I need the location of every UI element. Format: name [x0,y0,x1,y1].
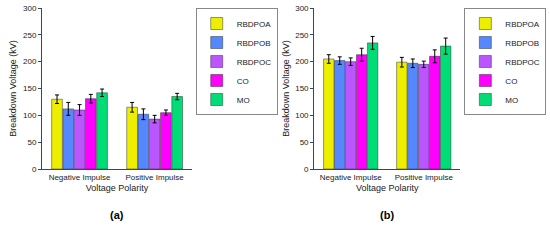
svg-text:150: 150 [23,84,37,93]
svg-text:(a): (a) [110,209,124,221]
svg-text:200: 200 [295,57,309,66]
svg-text:150: 150 [295,84,309,93]
svg-text:RBDPOC: RBDPOC [505,58,539,67]
svg-text:50: 50 [300,138,309,147]
svg-text:RBDPOA: RBDPOA [505,20,539,29]
svg-text:100: 100 [23,111,37,120]
svg-text:0: 0 [32,165,37,174]
svg-text:100: 100 [295,111,309,120]
svg-text:RBDPOA: RBDPOA [237,20,271,29]
svg-text:Positive Impulse: Positive Impulse [395,173,454,182]
svg-text:250: 250 [23,31,37,40]
svg-text:Breakdown Voltage (kV): Breakdown Voltage (kV) [281,40,291,137]
svg-text:(b): (b) [380,209,394,221]
svg-text:Negative Impulse: Negative Impulse [49,173,111,182]
svg-text:250: 250 [295,31,309,40]
svg-text:RBDPOB: RBDPOB [237,39,271,48]
svg-text:300: 300 [295,4,309,13]
svg-text:Breakdown Voltage (kV): Breakdown Voltage (kV) [8,40,18,137]
svg-text:50: 50 [27,138,36,147]
svg-text:300: 300 [23,4,37,13]
svg-text:RBDPOB: RBDPOB [505,39,539,48]
svg-text:Voltage Polarity: Voltage Polarity [356,183,419,193]
svg-text:Positive Impulse: Positive Impulse [126,173,185,182]
svg-text:MO: MO [505,96,518,105]
svg-text:MO: MO [237,96,250,105]
svg-text:0: 0 [304,165,309,174]
svg-text:CO: CO [505,77,517,86]
svg-text:200: 200 [23,57,37,66]
svg-text:Voltage Polarity: Voltage Polarity [86,183,149,193]
svg-text:CO: CO [237,77,249,86]
svg-text:RBDPOC: RBDPOC [237,58,271,67]
svg-text:Negative Impulse: Negative Impulse [320,173,382,182]
